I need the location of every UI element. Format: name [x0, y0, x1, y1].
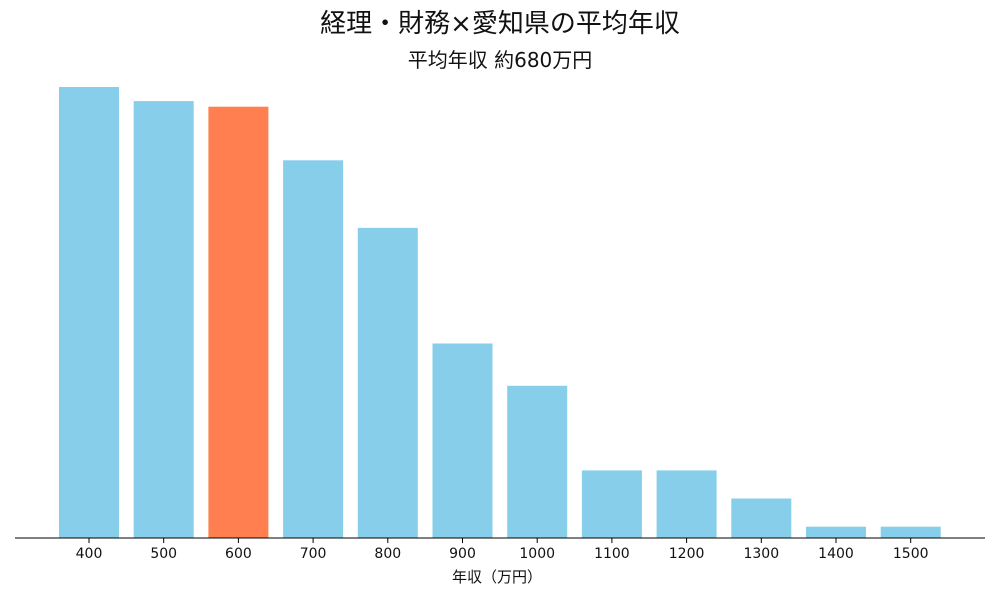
bar-600 [208, 106, 269, 538]
x-ticks-group: 400 500 600 700 800 900 1000 1100 1200 1300 1400 15… [76, 538, 929, 562]
x-tick-label-1200: 1200 [669, 546, 705, 562]
x-tick-label-1400: 1400 [818, 546, 854, 562]
chart-title: 経理・財務×愛知県の平均年収 [320, 9, 680, 39]
x-tick-label-1500: 1500 [893, 546, 929, 562]
x-tick-label-900: 900 [449, 546, 476, 562]
bars-group [59, 87, 941, 539]
x-tick-label-1000: 1000 [519, 546, 555, 562]
x-tick-label-800: 800 [374, 546, 401, 562]
bar-900 [432, 343, 493, 538]
bar-700 [283, 160, 344, 539]
bar-800 [357, 227, 418, 538]
x-tick-label-400: 400 [76, 546, 103, 562]
x-tick-label-1100: 1100 [594, 546, 630, 562]
bar-1100 [581, 470, 642, 538]
bar-1000 [507, 385, 568, 538]
bar-400 [59, 87, 119, 538]
x-tick-label-600: 600 [225, 546, 252, 562]
x-tick-label-1300: 1300 [743, 546, 779, 562]
x-tick-label-700: 700 [300, 546, 327, 562]
bar-1300 [731, 498, 792, 538]
bar-1200 [656, 470, 717, 538]
chart-subtitle: 平均年収 約680万円 [407, 48, 593, 72]
bar-1500 [880, 526, 941, 538]
x-axis-label: 年収（万円） [452, 568, 542, 586]
x-tick-label-500: 500 [150, 546, 177, 562]
bar-1400 [806, 526, 866, 538]
bar-500 [133, 101, 194, 538]
